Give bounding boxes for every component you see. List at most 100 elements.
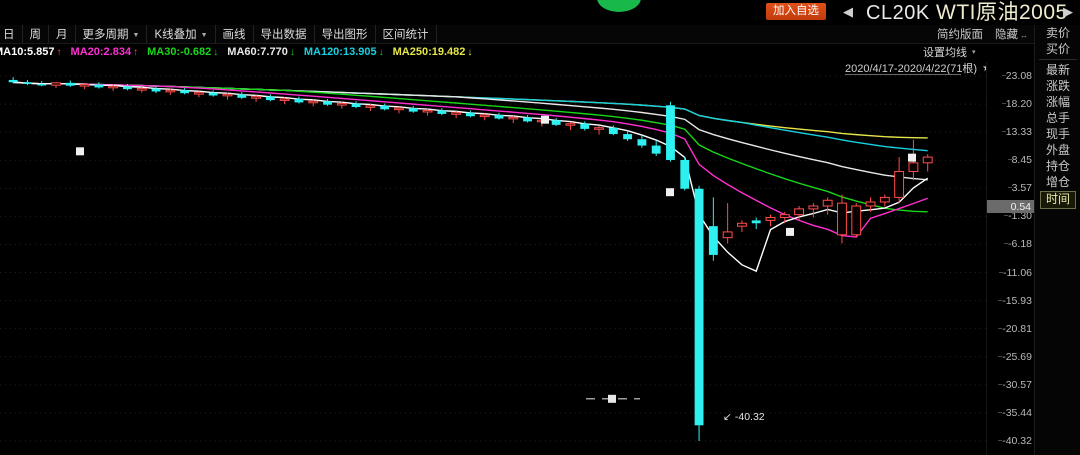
- quote-field-买价[interactable]: 买价: [1045, 42, 1070, 56]
- toolbar-item-2[interactable]: 月: [49, 25, 76, 43]
- drawing-handle[interactable]: [76, 147, 84, 156]
- toolbar-right-item-1[interactable]: 隐藏 ↔: [995, 29, 1028, 41]
- add-favorite-button[interactable]: 加入自选: [766, 3, 826, 20]
- candle-body-up: [765, 217, 776, 221]
- green-indicator-icon: [597, 0, 641, 12]
- toolbar-item-label: 画线: [222, 29, 246, 41]
- candle-body-up: [594, 127, 604, 130]
- quote-field-selected-time[interactable]: 时间: [1040, 191, 1076, 209]
- toolbar-item-1[interactable]: 周: [23, 25, 49, 43]
- toolbar-item-0[interactable]: 日: [0, 25, 23, 43]
- candle-body-down: [437, 110, 447, 114]
- toolbar-item-4[interactable]: K线叠加 ▼: [147, 25, 216, 43]
- trend-arrow-icon: ↓: [378, 47, 384, 58]
- candle-body-up: [851, 205, 862, 236]
- next-symbol-icon[interactable]: ▶: [1063, 4, 1073, 19]
- drawing-handle[interactable]: [541, 115, 549, 124]
- trend-arrow-icon: ↓: [213, 47, 219, 58]
- candle-body-up: [136, 88, 147, 91]
- toolbar-items: 日周月更多周期 ▼ K线叠加 ▼ 画线 导出数据 导出图形 区间统计: [0, 25, 437, 43]
- quote-field-外盘[interactable]: 外盘: [1045, 143, 1070, 157]
- candle-body-up: [736, 222, 747, 227]
- quote-field-最新[interactable]: 最新: [1045, 63, 1070, 77]
- candle-body-down: [666, 105, 675, 160]
- candle-body-down: [123, 86, 132, 90]
- candle-body-up: [565, 123, 576, 126]
- annotation-value: -40.32: [734, 410, 765, 423]
- ma-legend-item-5: MA250:19.482 ↓: [393, 46, 473, 58]
- price-axis-tick: 3.57: [1007, 183, 1032, 194]
- quote-field-总手[interactable]: 总手: [1045, 111, 1070, 125]
- axis-tick-mark: [998, 327, 1003, 329]
- candle-body-down: [351, 103, 361, 108]
- drawing-handle[interactable]: [786, 227, 794, 236]
- measure-handle[interactable]: [608, 394, 616, 403]
- toolbar-item-label: 导出图形: [321, 29, 368, 41]
- toolbar-item-label: 日: [3, 29, 15, 41]
- price-axis-tick: -25.69: [998, 351, 1032, 363]
- current-price-value: 0.54: [1010, 200, 1031, 213]
- candle-body-down: [23, 82, 32, 84]
- candle-body-up: [479, 114, 490, 118]
- price-axis-tick: -1.30: [1004, 211, 1032, 222]
- candlestick-plot[interactable]: [0, 62, 986, 455]
- quote-field-涨幅[interactable]: 涨幅: [1045, 95, 1070, 109]
- price-axis-tick: -35.44: [998, 407, 1032, 419]
- quote-field-增仓[interactable]: 增仓: [1045, 175, 1070, 189]
- axis-tick-mark: [998, 411, 1003, 413]
- candle-body-down: [680, 159, 690, 189]
- axis-tick-mark: [1004, 243, 1009, 245]
- ma-legend: MA10:5.857 ↑ MA20:2.834 ↑ MA30:-0.682 ↓ MA60:7…: [0, 45, 481, 59]
- axis-tick-mark: [1004, 215, 1009, 217]
- toolbar-item-8[interactable]: 区间统计: [376, 25, 437, 43]
- low-annotation: ↙ -40.32: [723, 411, 765, 423]
- candle-body-down: [465, 112, 475, 117]
- candle-body-down: [408, 108, 418, 112]
- drawing-handle[interactable]: [666, 188, 674, 197]
- toolbar-item-3[interactable]: 更多周期 ▼: [76, 25, 148, 43]
- candle-body-up: [908, 162, 919, 172]
- chart-canvas: [0, 75, 986, 442]
- price-axis-tick: -20.81: [998, 323, 1032, 335]
- axis-tick-mark: [998, 439, 1003, 441]
- candle-body-up: [308, 100, 319, 104]
- chevron-down-icon: ▼: [200, 31, 208, 39]
- quote-field-现手[interactable]: 现手: [1045, 127, 1070, 141]
- toolbar-item-7[interactable]: 导出图形: [315, 25, 376, 43]
- ma-legend-label: MA120:13.905: [303, 46, 377, 58]
- ma-legend-label: MA30:-0.682: [147, 46, 212, 58]
- quote-field-涨跌[interactable]: 涨跌: [1045, 79, 1070, 93]
- price-axis[interactable]: 23.08 18.20 13.33 8.45 3.57 -1.30 -6.18 -11.06 -…: [986, 62, 1035, 455]
- quote-field-持仓[interactable]: 持仓: [1045, 159, 1070, 173]
- symbol-title: CL20K WTI原油2005: [866, 0, 1068, 26]
- candle-body-down: [265, 96, 275, 101]
- candle-body-down: [608, 127, 618, 135]
- toolbar-item-6[interactable]: 导出数据: [254, 25, 315, 43]
- price-axis-tick: 8.45: [1007, 155, 1032, 166]
- candle-body-down: [208, 92, 218, 96]
- quote-field-卖价[interactable]: 卖价: [1045, 26, 1070, 40]
- candle-body-down: [8, 79, 18, 83]
- ma-legend-label: MA250:19.482: [392, 46, 466, 58]
- candle-body-down: [180, 90, 190, 94]
- prev-symbol-icon[interactable]: ◀: [843, 4, 853, 19]
- axis-tick-mark: [1001, 75, 1006, 77]
- ma-settings-dropdown[interactable]: 设置均线 ▾: [923, 45, 976, 59]
- price-axis-tick: 18.20: [1001, 99, 1032, 110]
- candle-body-down: [694, 188, 704, 426]
- candle-body-up: [108, 85, 119, 89]
- toolbar-item-5[interactable]: 画线: [216, 25, 254, 43]
- candle-body-up: [79, 84, 90, 87]
- ma-legend-item-4: MA120:13.905 ↓: [304, 46, 384, 58]
- candle-body-down: [708, 226, 718, 255]
- axis-tick-mark: [998, 299, 1003, 301]
- axis-tick-mark: [1001, 103, 1006, 105]
- ma-settings-label: 设置均线: [923, 47, 967, 59]
- candle-body-down: [623, 134, 633, 140]
- candle-body-up: [822, 199, 833, 207]
- axis-tick-mark: [998, 355, 1003, 357]
- price-axis-tick: -11.06: [999, 267, 1032, 279]
- chevron-down-icon: ▾: [972, 49, 976, 56]
- drawing-handle[interactable]: [908, 153, 916, 162]
- toolbar-right-item-0[interactable]: 简约版面: [937, 29, 983, 41]
